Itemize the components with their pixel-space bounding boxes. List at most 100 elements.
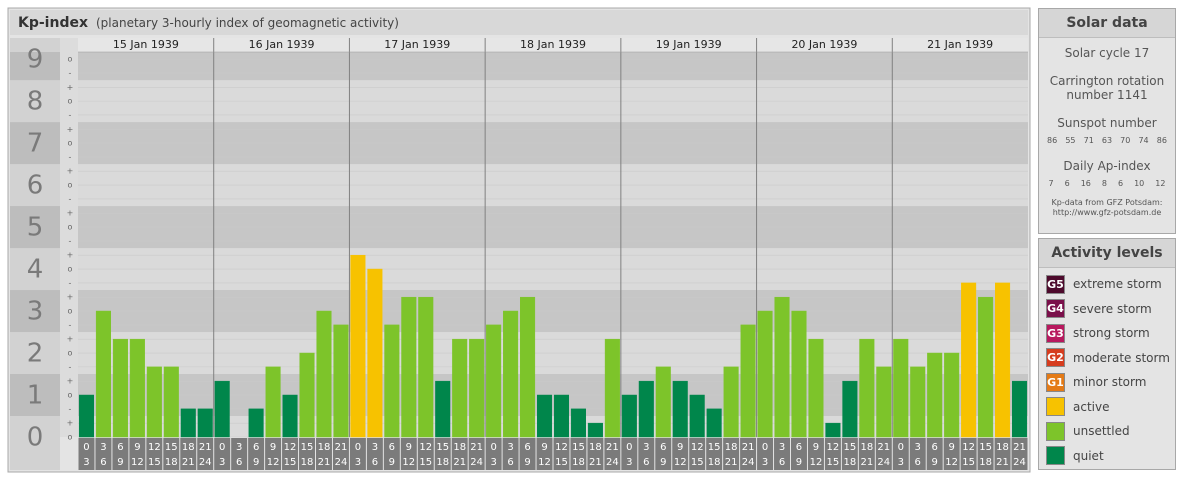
level-badge: G4 xyxy=(1046,299,1065,319)
hour-label: 3 xyxy=(83,457,89,468)
y-tick-label: + xyxy=(67,209,74,218)
hour-label: 12 xyxy=(555,442,568,453)
hour-label: 18 xyxy=(318,442,331,453)
hour-cell xyxy=(231,438,248,470)
sunspot-number: 86 xyxy=(1156,136,1167,145)
ap-value: 6 xyxy=(1117,179,1124,188)
hour-label: 12 xyxy=(810,457,823,468)
y-tick-label: + xyxy=(67,377,74,386)
hour-label: 18 xyxy=(844,457,857,468)
y-tick-label: - xyxy=(69,404,72,413)
hour-label: 21 xyxy=(589,457,602,468)
level-code: G3 xyxy=(1047,326,1064,340)
bar xyxy=(842,380,858,438)
y-major-label: 3 xyxy=(27,297,44,327)
hour-label: 12 xyxy=(691,442,704,453)
hour-label: 18 xyxy=(996,442,1009,453)
hour-label: 3 xyxy=(507,442,513,453)
bar xyxy=(757,310,773,438)
y-tick-label: o xyxy=(68,391,73,400)
y-tick-label: o xyxy=(68,181,73,190)
hour-label: 9 xyxy=(524,457,530,468)
hour-cell xyxy=(129,438,146,470)
bar xyxy=(401,296,417,438)
hour-cell xyxy=(858,438,875,470)
y-tick-label: o xyxy=(68,265,73,274)
ap-value: 10 xyxy=(1134,179,1145,188)
hour-label: 6 xyxy=(796,442,802,453)
bar xyxy=(129,338,145,438)
bar xyxy=(621,394,637,438)
hour-label: 15 xyxy=(691,457,704,468)
hour-label: 18 xyxy=(725,442,738,453)
date-label: 16 Jan 1939 xyxy=(249,38,315,51)
hour-cell xyxy=(485,438,502,470)
bar xyxy=(197,408,213,438)
bar xyxy=(927,352,943,438)
hour-label: 9 xyxy=(270,442,276,453)
bar xyxy=(944,352,960,438)
panel-title: Solar data xyxy=(1039,9,1175,38)
y-tick-label: o xyxy=(68,139,73,148)
hour-label: 3 xyxy=(236,442,242,453)
hour-cell xyxy=(349,438,366,470)
hour-cell xyxy=(926,438,943,470)
hour-label: 3 xyxy=(626,457,632,468)
y-major-label: 0 xyxy=(27,423,44,453)
hour-label: 3 xyxy=(898,457,904,468)
level-badge xyxy=(1046,397,1065,417)
level-code: G4 xyxy=(1047,302,1064,316)
hour-label: 6 xyxy=(372,457,378,468)
hour-label: 6 xyxy=(117,442,123,453)
bar xyxy=(214,380,230,438)
hour-label: 21 xyxy=(1013,442,1026,453)
bar xyxy=(774,296,790,438)
bar xyxy=(995,282,1011,438)
hour-cell xyxy=(417,438,434,470)
hour-label: 21 xyxy=(470,442,483,453)
hour-label: 0 xyxy=(898,442,904,453)
hour-label: 21 xyxy=(606,442,619,453)
bar xyxy=(503,310,519,438)
y-major-label: 6 xyxy=(27,171,44,201)
bar xyxy=(367,268,383,438)
date-label: 19 Jan 1939 xyxy=(656,38,722,51)
bar xyxy=(384,324,400,438)
level-label: quiet xyxy=(1073,448,1104,463)
y-tick-label: + xyxy=(67,125,74,134)
hour-label: 3 xyxy=(490,457,496,468)
sunspot-numbers: 86 55 71 63 70 74 86 xyxy=(1043,136,1171,145)
hour-label: 12 xyxy=(827,442,840,453)
chart-subtitle: (planetary 3-hourly index of geomagnetic… xyxy=(96,16,399,30)
level-badge: G1 xyxy=(1046,372,1065,392)
bar xyxy=(859,338,875,438)
hour-label: 18 xyxy=(182,442,195,453)
hour-label: 15 xyxy=(979,442,992,453)
ap-value: 8 xyxy=(1101,179,1107,188)
label-band xyxy=(10,52,60,81)
ap-value: 16 xyxy=(1080,179,1091,188)
bar xyxy=(740,324,756,438)
hour-label: 6 xyxy=(253,442,259,453)
y-tick-label: + xyxy=(67,83,74,92)
level-badge xyxy=(1046,421,1065,441)
bar xyxy=(248,408,264,438)
hour-label: 6 xyxy=(236,457,242,468)
hour-cell xyxy=(197,438,214,470)
hour-cell xyxy=(78,438,95,470)
hour-label: 24 xyxy=(199,457,212,468)
hour-label: 3 xyxy=(643,442,649,453)
bar xyxy=(825,422,841,438)
subtick-column-background xyxy=(60,38,78,437)
hour-cell xyxy=(757,438,774,470)
hour-label: 6 xyxy=(915,457,921,468)
hour-cell xyxy=(553,438,570,470)
sunspot-number: 71 xyxy=(1083,136,1094,145)
level-row: G1 minor storm xyxy=(1039,370,1175,395)
y-tick-label: + xyxy=(67,167,74,176)
hour-cell xyxy=(689,438,706,470)
hour-label: 9 xyxy=(677,442,683,453)
bar xyxy=(95,310,111,438)
bar xyxy=(876,366,892,438)
level-row: G5 extreme storm xyxy=(1039,272,1175,297)
